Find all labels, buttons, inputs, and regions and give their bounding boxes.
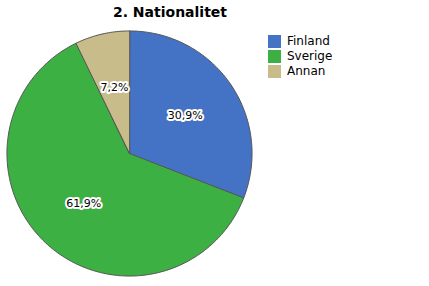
html-text:Annan: Annan — [287, 64, 326, 78]
html-text:Finland: Finland — [287, 34, 330, 48]
svg-text:30,9%: 30,9% — [168, 109, 203, 122]
html-text:2. Nationalitet: 2. Nationalitet — [112, 4, 227, 20]
svg-text:7,2%: 7,2% — [100, 81, 128, 94]
html-text:Sverige: Sverige — [287, 49, 333, 63]
svg-text:61,9%: 61,9% — [66, 197, 101, 210]
